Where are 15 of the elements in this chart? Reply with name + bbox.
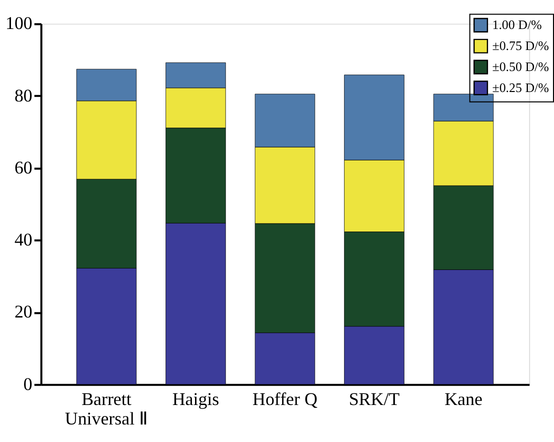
x-tick-label: SRK/T <box>348 388 400 409</box>
legend-label: ±0.25 D/% <box>492 80 550 95</box>
y-tick-label: 60 <box>14 157 32 178</box>
x-tick-label: Hoffer Q <box>252 388 318 409</box>
x-tick-label: Haigis <box>172 388 220 409</box>
x-tick-label: Kane <box>444 388 482 409</box>
legend-label: ±0.75 D/% <box>492 38 550 54</box>
y-tick-label: 100 <box>5 13 32 34</box>
y-tick-label: 80 <box>14 85 32 106</box>
y-tick-label: 0 <box>23 374 32 394</box>
y-tick-label: 40 <box>14 230 32 250</box>
legend-label: 1.00 D/% <box>492 17 542 32</box>
x-tick-label: Barrett Universal Ⅱ <box>64 388 148 429</box>
legend-label: ±0.50 D/% <box>492 59 550 74</box>
y-tick-label: 20 <box>14 302 32 322</box>
